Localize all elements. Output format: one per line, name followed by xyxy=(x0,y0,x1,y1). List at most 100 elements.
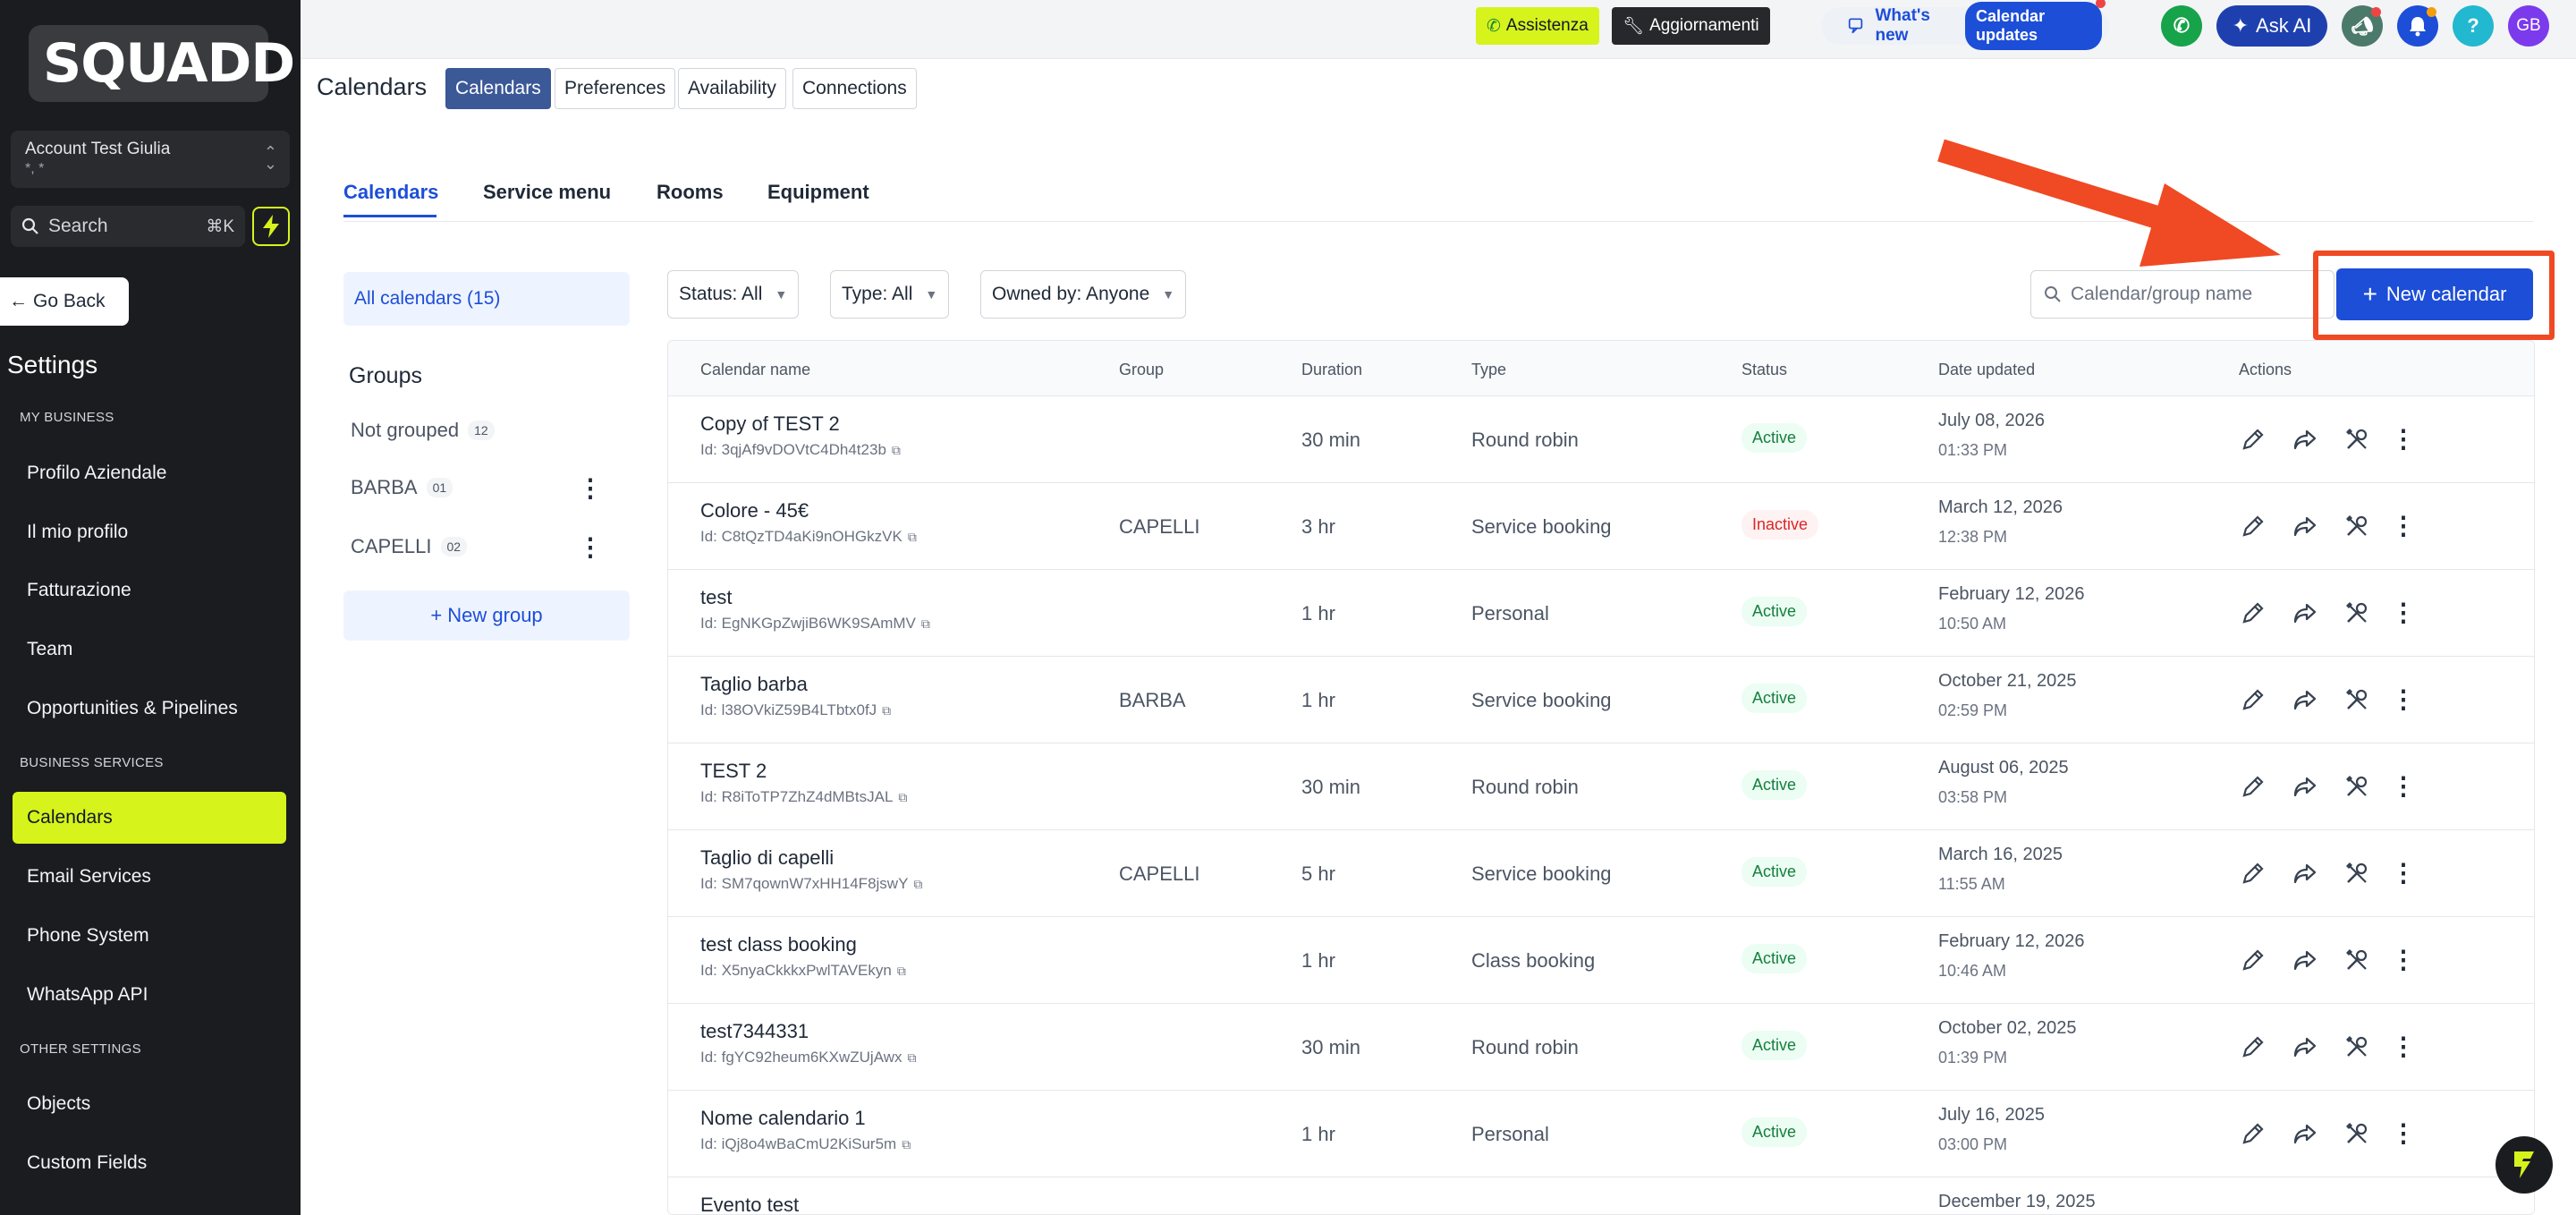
sidebar-item-email-services[interactable]: Email Services xyxy=(27,866,151,887)
share-icon[interactable] xyxy=(2291,859,2319,888)
calendar-name[interactable]: Taglio di capelli xyxy=(700,846,835,869)
calendar-name[interactable]: TEST 2 xyxy=(700,760,767,782)
edit-icon[interactable] xyxy=(2239,772,2267,801)
notifications-button[interactable] xyxy=(2397,5,2438,47)
sidebar-item-custom-fields[interactable]: Custom Fields xyxy=(27,1152,148,1173)
sidebar-search[interactable]: Search ⌘K xyxy=(11,206,245,247)
tools-icon[interactable] xyxy=(2343,946,2371,974)
group-menu-icon[interactable]: ⋮ xyxy=(578,474,603,502)
calendar-name[interactable]: test xyxy=(700,586,733,608)
copy-icon[interactable]: ⧉ xyxy=(907,1049,917,1065)
tab-calendars[interactable]: Calendars xyxy=(445,68,551,109)
new-calendar-button[interactable]: + New calendar xyxy=(2336,268,2533,320)
table-row[interactable]: TEST 2 Id: R8iToTP7ZhZ4dMBtsJAL ⧉ 30 min Rou… xyxy=(668,743,2534,830)
tools-icon[interactable] xyxy=(2343,859,2371,888)
more-menu-icon[interactable]: ⋮ xyxy=(2391,1119,2416,1147)
calendar-name[interactable]: Copy of TEST 2 xyxy=(700,412,840,435)
calendar-name[interactable]: test class booking xyxy=(700,933,857,956)
tab-availability[interactable]: Availability xyxy=(678,68,786,109)
calendar-search-input[interactable]: Calendar/group name xyxy=(2030,270,2334,319)
edit-icon[interactable] xyxy=(2239,1119,2267,1148)
edit-icon[interactable] xyxy=(2239,1032,2267,1061)
group-item-barba[interactable]: BARBA 01 xyxy=(351,476,453,499)
tools-icon[interactable] xyxy=(2343,599,2371,627)
group-item-not-grouped[interactable]: Not grouped 12 xyxy=(351,419,495,442)
calendar-name[interactable]: test7344331 xyxy=(700,1020,809,1042)
sidebar-item-whatsapp-api[interactable]: WhatsApp API xyxy=(27,984,148,1005)
assistenza-button[interactable]: ✆ Assistenza xyxy=(1476,7,1599,45)
calendar-name[interactable]: Evento test xyxy=(700,1194,800,1215)
more-menu-icon[interactable]: ⋮ xyxy=(2391,512,2416,540)
all-calendars-item[interactable]: All calendars (15) xyxy=(343,272,630,326)
tab-connections[interactable]: Connections xyxy=(792,68,917,109)
copy-icon[interactable]: ⧉ xyxy=(896,963,906,978)
tools-icon[interactable] xyxy=(2343,425,2371,454)
subtab-equipment[interactable]: Equipment xyxy=(767,181,869,203)
type-filter[interactable]: Type: All ▼ xyxy=(830,270,950,319)
edit-icon[interactable] xyxy=(2239,859,2267,888)
copy-icon[interactable]: ⧉ xyxy=(913,876,923,891)
tools-icon[interactable] xyxy=(2343,1119,2371,1148)
edit-icon[interactable] xyxy=(2239,512,2267,540)
share-icon[interactable] xyxy=(2291,599,2319,627)
sidebar-item-objects[interactable]: Objects xyxy=(27,1093,91,1114)
sidebar-item-team[interactable]: Team xyxy=(27,639,73,659)
owner-filter[interactable]: Owned by: Anyone ▼ xyxy=(980,270,1187,319)
more-menu-icon[interactable]: ⋮ xyxy=(2391,685,2416,713)
whats-new-widget[interactable]: What's new Calendar updates xyxy=(1821,0,2109,50)
copy-icon[interactable]: ⧉ xyxy=(920,616,930,631)
table-row[interactable]: test class booking Id: X5nyaCkkkxPwlTAVEk… xyxy=(668,917,2534,1004)
share-icon[interactable] xyxy=(2291,512,2319,540)
group-item-capelli[interactable]: CAPELLI 02 xyxy=(351,535,468,558)
share-icon[interactable] xyxy=(2291,685,2319,714)
table-row[interactable]: test7344331 Id: fgYC92heum6KXwZUjAwx ⧉ 30 m… xyxy=(668,1004,2534,1091)
more-menu-icon[interactable]: ⋮ xyxy=(2391,599,2416,626)
phone-button[interactable]: ✆ xyxy=(2161,5,2202,47)
copy-icon[interactable]: ⧉ xyxy=(902,1136,911,1151)
calendar-updates-badge[interactable]: Calendar updates xyxy=(1965,0,2106,50)
new-group-button[interactable]: + New group xyxy=(343,591,630,641)
sidebar-item-il-mio-profilo[interactable]: Il mio profilo xyxy=(27,522,129,542)
table-row[interactable]: Taglio barba Id: l38OVkiZ59B4LTbtx0fJ ⧉ BAR… xyxy=(668,657,2534,743)
tools-icon[interactable] xyxy=(2343,772,2371,801)
sidebar-item-profilo-aziendale[interactable]: Profilo Aziendale xyxy=(27,463,167,483)
edit-icon[interactable] xyxy=(2239,425,2267,454)
share-icon[interactable] xyxy=(2291,1119,2319,1148)
tab-preferences[interactable]: Preferences xyxy=(555,68,676,109)
table-row[interactable]: Colore - 45€ Id: C8tQzTD4aKi9nOHGkzVK ⧉ CAP… xyxy=(668,483,2534,570)
user-avatar[interactable]: GB xyxy=(2508,5,2549,47)
account-switcher[interactable]: Account Test Giulia *, * ⌃ ⌄ xyxy=(11,131,290,188)
edit-icon[interactable] xyxy=(2239,685,2267,714)
share-icon[interactable] xyxy=(2291,772,2319,801)
aggiornamenti-button[interactable]: 🔧︎ Aggiornamenti xyxy=(1612,7,1770,45)
more-menu-icon[interactable]: ⋮ xyxy=(2391,772,2416,800)
copy-icon[interactable]: ⧉ xyxy=(898,789,908,804)
sidebar-item-fatturazione[interactable]: Fatturazione xyxy=(27,580,131,600)
status-filter[interactable]: Status: All ▼ xyxy=(667,270,800,319)
subtab-calendars[interactable]: Calendars xyxy=(343,181,439,203)
subtab-rooms[interactable]: Rooms xyxy=(657,181,724,203)
copy-icon[interactable]: ⧉ xyxy=(891,442,901,457)
tools-icon[interactable] xyxy=(2343,685,2371,714)
table-row[interactable]: test Id: EgNKGpZwjiB6WK9SAmMV ⧉ 1 hr Persona… xyxy=(668,570,2534,657)
edit-icon[interactable] xyxy=(2239,599,2267,627)
copy-icon[interactable]: ⧉ xyxy=(882,702,892,718)
megaphone-button[interactable]: 📣︎ xyxy=(2342,5,2383,47)
table-row[interactable]: Nome calendario 1 Id: iQj8o4wBaCmU2KiSur5… xyxy=(668,1091,2534,1177)
more-menu-icon[interactable]: ⋮ xyxy=(2391,1032,2416,1060)
edit-icon[interactable] xyxy=(2239,946,2267,974)
tools-icon[interactable] xyxy=(2343,1032,2371,1061)
quick-action-button[interactable] xyxy=(252,207,290,246)
calendar-name[interactable]: Nome calendario 1 xyxy=(700,1107,866,1129)
calendar-name[interactable]: Taglio barba xyxy=(700,673,808,695)
tools-icon[interactable] xyxy=(2343,512,2371,540)
go-back-button[interactable]: ← Go Back xyxy=(0,277,129,326)
table-row[interactable]: Copy of TEST 2 Id: 3qjAf9vDOVtC4Dh4t23b ⧉ 3… xyxy=(668,396,2534,483)
sidebar-item-calendars[interactable]: Calendars xyxy=(13,792,286,844)
chat-launcher-button[interactable] xyxy=(2496,1136,2553,1194)
copy-icon[interactable]: ⧉ xyxy=(907,529,917,544)
squadd-logo[interactable]: SQUADD xyxy=(29,25,295,102)
table-row[interactable]: Taglio di capelli Id: SM7qownW7xHH14F8jsw… xyxy=(668,830,2534,917)
more-menu-icon[interactable]: ⋮ xyxy=(2391,425,2416,453)
more-menu-icon[interactable]: ⋮ xyxy=(2391,946,2416,973)
